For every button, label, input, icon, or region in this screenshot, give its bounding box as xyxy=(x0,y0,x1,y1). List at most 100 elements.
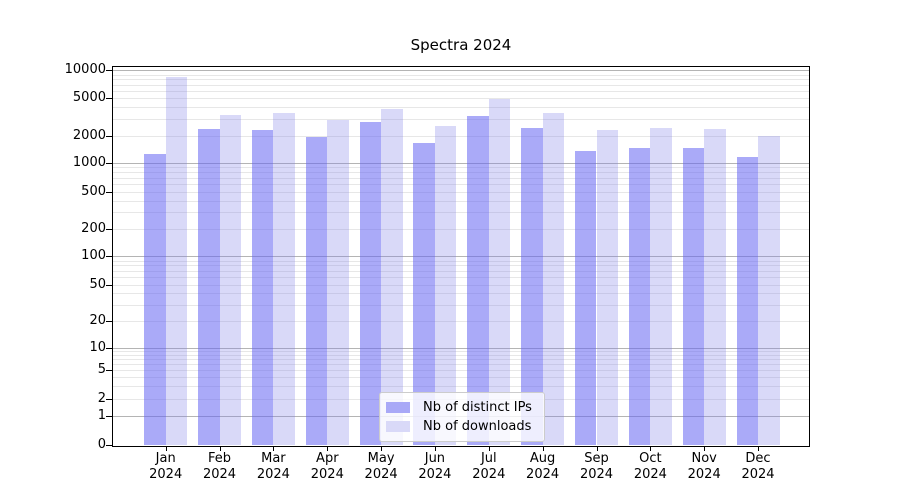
minor-gridline xyxy=(113,260,809,262)
y-tick-mark xyxy=(106,98,112,100)
bar-downloads-apr xyxy=(327,119,349,445)
bar-distinct-ips-nov xyxy=(682,148,705,445)
legend-item-downloads: Nb of downloads xyxy=(386,417,536,436)
y-tick-mark xyxy=(106,416,112,417)
x-tick-label-sep: Sep 2024 xyxy=(579,451,614,482)
bar-distinct-ips-jul xyxy=(467,116,489,445)
y-tick-label: 2000 xyxy=(72,127,106,143)
y-tick-label: 2 xyxy=(97,391,106,406)
minor-gridline xyxy=(113,135,809,137)
minor-gridline xyxy=(113,172,809,174)
legend-item-distinct-ips: Nb of distinct IPs xyxy=(386,398,536,417)
bar-downloads-nov xyxy=(704,128,726,445)
minor-gridline xyxy=(113,355,809,357)
y-tick-label: 10 xyxy=(89,340,106,355)
minor-gridline xyxy=(113,377,809,379)
y-tick-label: 1 xyxy=(97,408,106,423)
minor-gridline xyxy=(113,293,809,295)
x-tick-mark xyxy=(219,446,221,451)
y-tick-label: 5000 xyxy=(72,90,106,106)
minor-gridline xyxy=(113,191,809,193)
y-tick-label: 0 xyxy=(97,437,106,452)
legend: Nb of distinct IPs Nb of downloads xyxy=(379,392,545,442)
legend-label-downloads: Nb of downloads xyxy=(423,419,532,434)
y-tick-mark xyxy=(106,348,112,349)
bar-distinct-ips-jun xyxy=(413,142,435,445)
minor-gridline xyxy=(113,212,809,214)
minor-gridline xyxy=(113,364,809,366)
minor-gridline xyxy=(113,200,809,202)
minor-gridline xyxy=(113,177,809,179)
x-tick-label-nov: Nov 2024 xyxy=(687,451,721,482)
bar-downloads-aug xyxy=(542,112,565,445)
x-tick-label-feb: Feb 2024 xyxy=(202,451,237,482)
minor-gridline xyxy=(113,277,809,279)
bar-downloads-dec xyxy=(758,135,780,445)
x-tick-mark xyxy=(273,446,275,451)
chart-title: Spectra 2024 xyxy=(410,36,512,54)
minor-gridline xyxy=(113,351,809,353)
bar-distinct-ips-sep xyxy=(574,150,597,445)
plot-area xyxy=(112,66,810,447)
minor-gridline xyxy=(113,84,809,86)
minor-gridline xyxy=(113,184,809,185)
bar-downloads-may xyxy=(381,109,403,445)
minor-gridline xyxy=(113,304,809,306)
y-tick-label: 20 xyxy=(89,313,106,328)
x-tick-label-jan: Jan 2024 xyxy=(149,451,183,482)
minor-gridline xyxy=(113,265,809,267)
x-tick-mark xyxy=(596,446,598,451)
x-tick-mark xyxy=(381,446,383,451)
y-tick-label: 50 xyxy=(89,276,106,292)
y-tick-mark xyxy=(106,445,112,446)
minor-gridline xyxy=(113,359,809,361)
x-tick-mark xyxy=(704,446,706,451)
legend-swatch-distinct-ips xyxy=(386,402,410,413)
bar-distinct-ips-aug xyxy=(521,128,543,445)
bar-distinct-ips-mar xyxy=(251,130,274,445)
legend-label-distinct-ips: Nb of distinct IPs xyxy=(423,400,532,415)
minor-gridline xyxy=(113,370,809,371)
y-tick-mark xyxy=(106,370,112,371)
x-tick-mark xyxy=(758,446,759,451)
bar-downloads-jan xyxy=(165,76,188,445)
x-tick-label-jul: Jul 2024 xyxy=(472,451,506,482)
major-gridline xyxy=(113,256,809,258)
minor-gridline xyxy=(113,90,809,92)
x-tick-label-jun: Jun 2024 xyxy=(418,451,452,482)
y-tick-label: 10000 xyxy=(64,62,106,78)
y-tick-label: 500 xyxy=(81,183,106,199)
y-tick-mark xyxy=(106,321,112,322)
y-tick-mark xyxy=(106,191,112,193)
bar-downloads-mar xyxy=(273,113,295,445)
x-tick-label-oct: Oct 2024 xyxy=(633,451,667,482)
x-tick-label-apr: Apr 2024 xyxy=(310,451,344,482)
minor-gridline xyxy=(113,270,809,272)
y-tick-mark xyxy=(106,256,112,258)
bar-distinct-ips-apr xyxy=(305,136,328,445)
y-tick-mark xyxy=(106,284,112,286)
minor-gridline xyxy=(113,119,809,120)
major-gridline xyxy=(113,70,809,72)
major-gridline xyxy=(113,348,809,349)
x-tick-label-mar: Mar 2024 xyxy=(256,451,290,482)
bar-distinct-ips-oct xyxy=(628,148,651,445)
bar-distinct-ips-feb xyxy=(198,128,220,445)
x-tick-label-dec: Dec 2024 xyxy=(741,451,775,482)
y-tick-mark xyxy=(106,228,112,230)
x-tick-mark xyxy=(434,446,436,451)
x-tick-mark xyxy=(327,446,329,451)
minor-gridline xyxy=(113,321,809,322)
x-tick-mark xyxy=(488,446,490,451)
major-gridline xyxy=(113,163,809,164)
x-tick-mark xyxy=(650,446,652,451)
y-tick-label: 1000 xyxy=(72,155,106,170)
x-tick-label-may: May 2024 xyxy=(364,451,398,482)
legend-swatch-downloads xyxy=(386,421,410,432)
x-tick-mark xyxy=(165,446,167,451)
minor-gridline xyxy=(113,98,809,100)
y-tick-label: 100 xyxy=(81,248,106,264)
minor-gridline xyxy=(113,79,809,81)
bar-downloads-jun xyxy=(434,125,457,445)
bar-downloads-feb xyxy=(219,115,242,445)
